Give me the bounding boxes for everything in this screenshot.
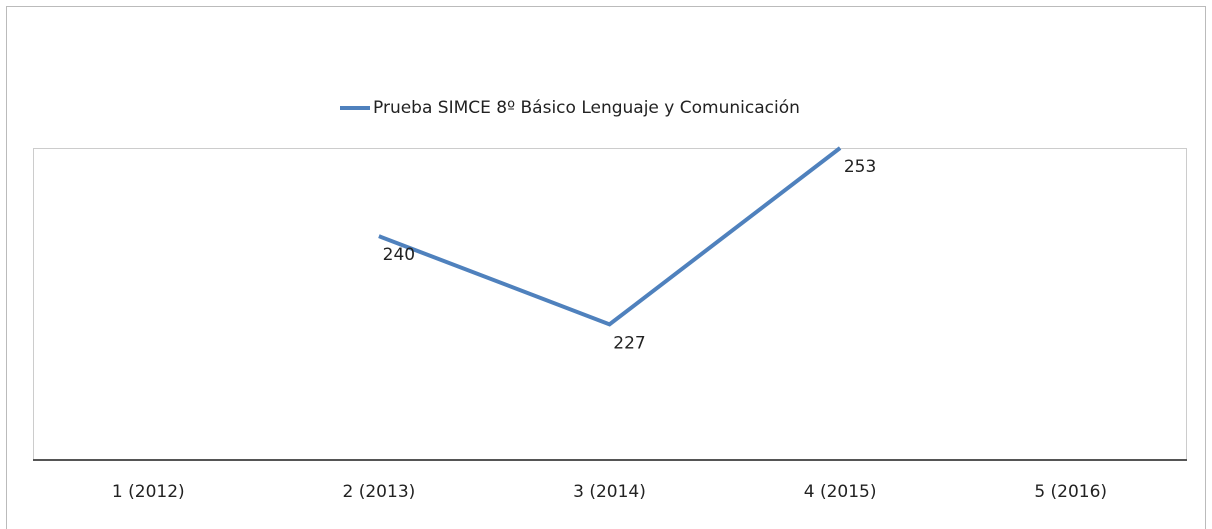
x-tick-label: 5 (2016) bbox=[1034, 482, 1107, 502]
legend-label: Prueba SIMCE 8º Básico Lenguaje y Comuni… bbox=[373, 98, 800, 118]
x-tick-label: 3 (2014) bbox=[573, 482, 646, 502]
chart-border bbox=[6, 6, 1206, 529]
x-tick-label: 1 (2012) bbox=[112, 482, 185, 502]
x-tick-label: 2 (2013) bbox=[343, 482, 416, 502]
x-tick-label: 4 (2015) bbox=[804, 482, 877, 502]
data-label: 240 bbox=[383, 245, 415, 265]
data-label: 253 bbox=[844, 157, 876, 177]
series-line bbox=[378, 146, 842, 327]
plot-area bbox=[33, 148, 1187, 461]
data-label: 227 bbox=[613, 333, 645, 353]
